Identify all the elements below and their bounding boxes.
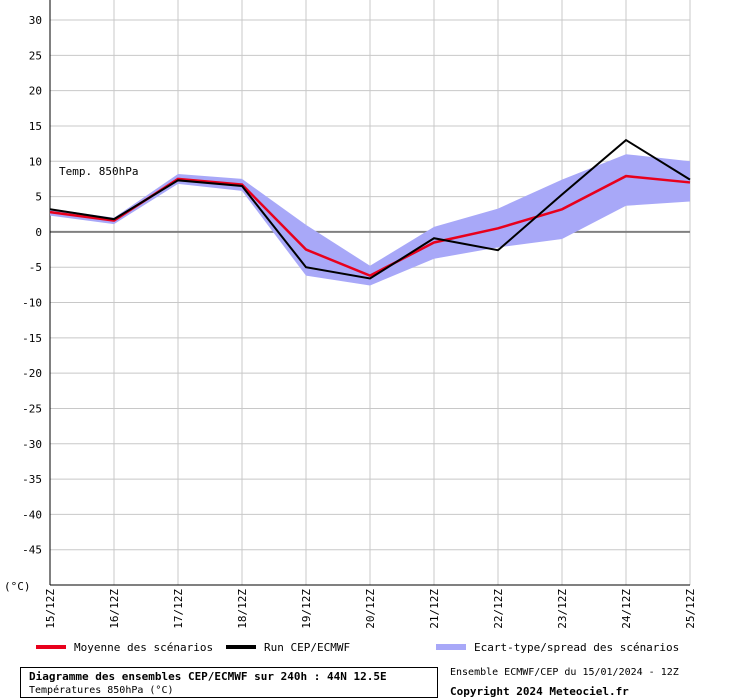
y-tick-label: -25 bbox=[22, 402, 42, 415]
footer-title: Diagramme des ensembles CEP/ECMWF sur 24… bbox=[29, 670, 387, 683]
y-tick-label: -15 bbox=[22, 332, 42, 345]
y-tick-label: 15 bbox=[29, 120, 42, 133]
footer-title-box: Diagramme des ensembles CEP/ECMWF sur 24… bbox=[20, 667, 438, 698]
run-info: Ensemble ECMWF/CEP du 15/01/2024 - 12Z bbox=[450, 667, 679, 678]
spread-band bbox=[50, 154, 690, 286]
y-tick-label: 0 bbox=[35, 226, 42, 239]
y-tick-label: 30 bbox=[29, 14, 42, 27]
y-tick-label: -40 bbox=[22, 508, 42, 521]
x-tick-label: 16/12Z bbox=[108, 589, 121, 629]
legend-label-mean: Moyenne des scénarios bbox=[74, 641, 213, 654]
legend-label-spread: Ecart-type/spread des scénarios bbox=[474, 641, 679, 654]
y-axis-label: (°C) bbox=[4, 580, 31, 593]
legend-swatch-spread bbox=[436, 644, 466, 650]
x-tick-label: 15/12Z bbox=[44, 589, 57, 629]
x-tick-label: 23/12Z bbox=[556, 589, 569, 629]
y-tick-label: 25 bbox=[29, 49, 42, 62]
ensemble-chart: 30 25 20 15 10 5 0 -5 -10 -15 -20 -25 -30 -35 -40 -45 1… bbox=[4, 0, 697, 654]
x-tick-label: 24/12Z bbox=[620, 589, 633, 629]
y-tick-label: 5 bbox=[35, 191, 42, 204]
x-tick-label: 25/12Z bbox=[684, 589, 697, 629]
x-tick-label: 17/12Z bbox=[172, 589, 185, 629]
x-tick-label: 19/12Z bbox=[300, 589, 313, 629]
legend-label-run: Run CEP/ECMWF bbox=[264, 641, 350, 654]
x-tick-label: 18/12Z bbox=[236, 589, 249, 629]
y-tick-label: -45 bbox=[22, 544, 42, 557]
copyright: Copyright 2024 Meteociel.fr bbox=[450, 685, 629, 698]
footer-subtitle: Températures 850hPa (°C) bbox=[29, 685, 174, 696]
chart-annotation: Temp. 850hPa bbox=[59, 165, 138, 178]
y-tick-labels: 30 25 20 15 10 5 0 -5 -10 -15 -20 -25 -30 -35 -40 -45 bbox=[22, 14, 42, 557]
x-tick-labels: 15/12Z 16/12Z 17/12Z 18/12Z 19/12Z 20/12Z 21/1… bbox=[44, 589, 697, 629]
y-tick-label: -30 bbox=[22, 438, 42, 451]
y-tick-label: -10 bbox=[22, 297, 42, 310]
grid bbox=[49, 0, 691, 586]
x-tick-label: 20/12Z bbox=[364, 589, 377, 629]
legend-swatch-mean bbox=[36, 645, 66, 649]
y-tick-label: -5 bbox=[29, 261, 42, 274]
series-line-run bbox=[49, 138, 691, 280]
y-tick-label: -20 bbox=[22, 367, 42, 380]
x-tick-label: 21/12Z bbox=[428, 589, 441, 629]
y-tick-label: 20 bbox=[29, 85, 42, 98]
y-tick-label: -35 bbox=[22, 473, 42, 486]
x-tick-label: 22/12Z bbox=[492, 589, 505, 629]
lines-layer bbox=[49, 138, 691, 280]
spread-layer bbox=[50, 154, 690, 286]
y-tick-label: 10 bbox=[29, 155, 42, 168]
legend: Moyenne des scénarios Run CEP/ECMWF Ecar… bbox=[36, 641, 679, 654]
legend-swatch-run bbox=[226, 645, 256, 649]
